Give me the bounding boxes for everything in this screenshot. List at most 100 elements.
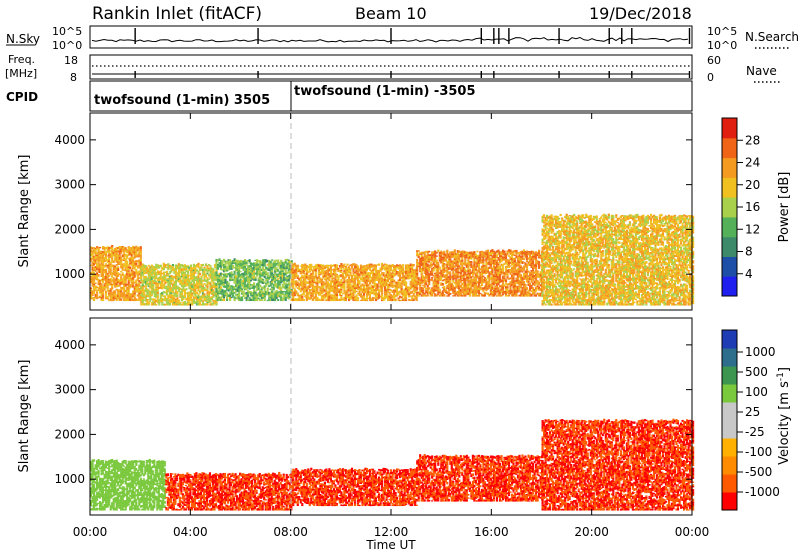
power-cell [136, 253, 139, 255]
power-cell [114, 254, 117, 257]
cpid-panel [89, 80, 693, 112]
power-cell [152, 282, 155, 284]
power-cell [167, 274, 170, 277]
power-cell [473, 259, 476, 261]
power-cell [102, 296, 105, 298]
power-cell [263, 287, 266, 291]
power-cell [182, 277, 185, 280]
power-cell [133, 294, 136, 297]
power-cell [532, 269, 535, 272]
power-cell [179, 275, 182, 278]
power-cell [140, 285, 143, 288]
power-cell [149, 295, 152, 298]
power-cell [103, 286, 106, 289]
power-cell [296, 292, 299, 295]
power-cell [176, 291, 179, 294]
power-cell [153, 266, 156, 268]
power-cell [146, 291, 149, 294]
nsky-y-top-right: 10^5 [707, 25, 737, 38]
power-cell [149, 271, 152, 275]
power-cell [102, 291, 105, 294]
power-cell [192, 301, 195, 304]
power-cell [438, 266, 441, 268]
power-cell [174, 276, 177, 280]
power-cell [136, 290, 139, 293]
power-cell [188, 304, 191, 306]
power-cell [126, 283, 129, 286]
power-cell [114, 273, 117, 277]
power-cell [179, 296, 182, 298]
power-cell [109, 261, 112, 264]
power-cell [146, 290, 149, 292]
power-cell [159, 295, 162, 297]
power-cell [458, 282, 461, 285]
power-cell [155, 292, 158, 296]
power-cell [126, 272, 129, 276]
power-cell [164, 287, 167, 290]
power-cell [153, 300, 156, 302]
power-cell [127, 284, 130, 288]
power-cell [99, 282, 102, 286]
freq-tick-18: 18 [64, 54, 78, 67]
power-cell [108, 250, 111, 253]
power-cell [123, 285, 126, 288]
power-cell [486, 249, 489, 252]
power-cell [177, 303, 180, 306]
power-cell [183, 279, 186, 282]
power-cell [96, 277, 99, 279]
power-cell [139, 249, 142, 252]
power-cell [174, 275, 177, 277]
power-cell [123, 249, 126, 253]
power-cell [461, 257, 464, 260]
power-cell [355, 290, 358, 293]
power-cell [136, 254, 139, 258]
power-cell [165, 274, 168, 277]
power-cell [215, 301, 218, 304]
power-cell [358, 281, 361, 285]
power-cell [117, 278, 120, 281]
power-cell [91, 274, 94, 278]
power-cell [108, 278, 111, 281]
power-cell [219, 286, 223, 289]
power-cell [112, 298, 115, 300]
power-cell [182, 301, 185, 304]
power-cell [123, 293, 126, 297]
power-cell [316, 287, 319, 291]
power-cell [105, 293, 108, 296]
power-cell [120, 270, 123, 273]
power-cell [155, 268, 158, 270]
power-cell [114, 265, 117, 268]
power-cell [90, 250, 93, 253]
power-cell [108, 294, 111, 297]
power-cell [99, 258, 102, 260]
power-cell [91, 277, 94, 280]
power-cell [118, 259, 121, 262]
power-cell [174, 272, 177, 274]
station-title: Rankin Inlet (fitACF) [92, 4, 262, 24]
power-cell [153, 292, 156, 296]
power-cell [97, 286, 100, 290]
power-cell [93, 263, 96, 266]
power-cell [168, 266, 171, 269]
power-cell [93, 285, 96, 287]
power-cell [126, 289, 129, 292]
power-cell [146, 268, 149, 270]
power-cell [147, 270, 150, 272]
power-cell [108, 256, 111, 258]
power-cell [382, 299, 385, 301]
power-cell [170, 287, 173, 289]
power-cell [103, 288, 106, 291]
power-cell [185, 267, 188, 270]
power-cell [102, 266, 105, 269]
power-cell [115, 248, 118, 251]
power-cell [532, 261, 535, 265]
power-cell [522, 281, 526, 283]
power-cell [222, 296, 226, 299]
power-cell [133, 268, 136, 270]
power-cell [167, 267, 170, 269]
power-cell [99, 256, 102, 259]
power-cell [260, 298, 263, 301]
power-cell [168, 272, 171, 275]
power-cell [127, 270, 130, 272]
